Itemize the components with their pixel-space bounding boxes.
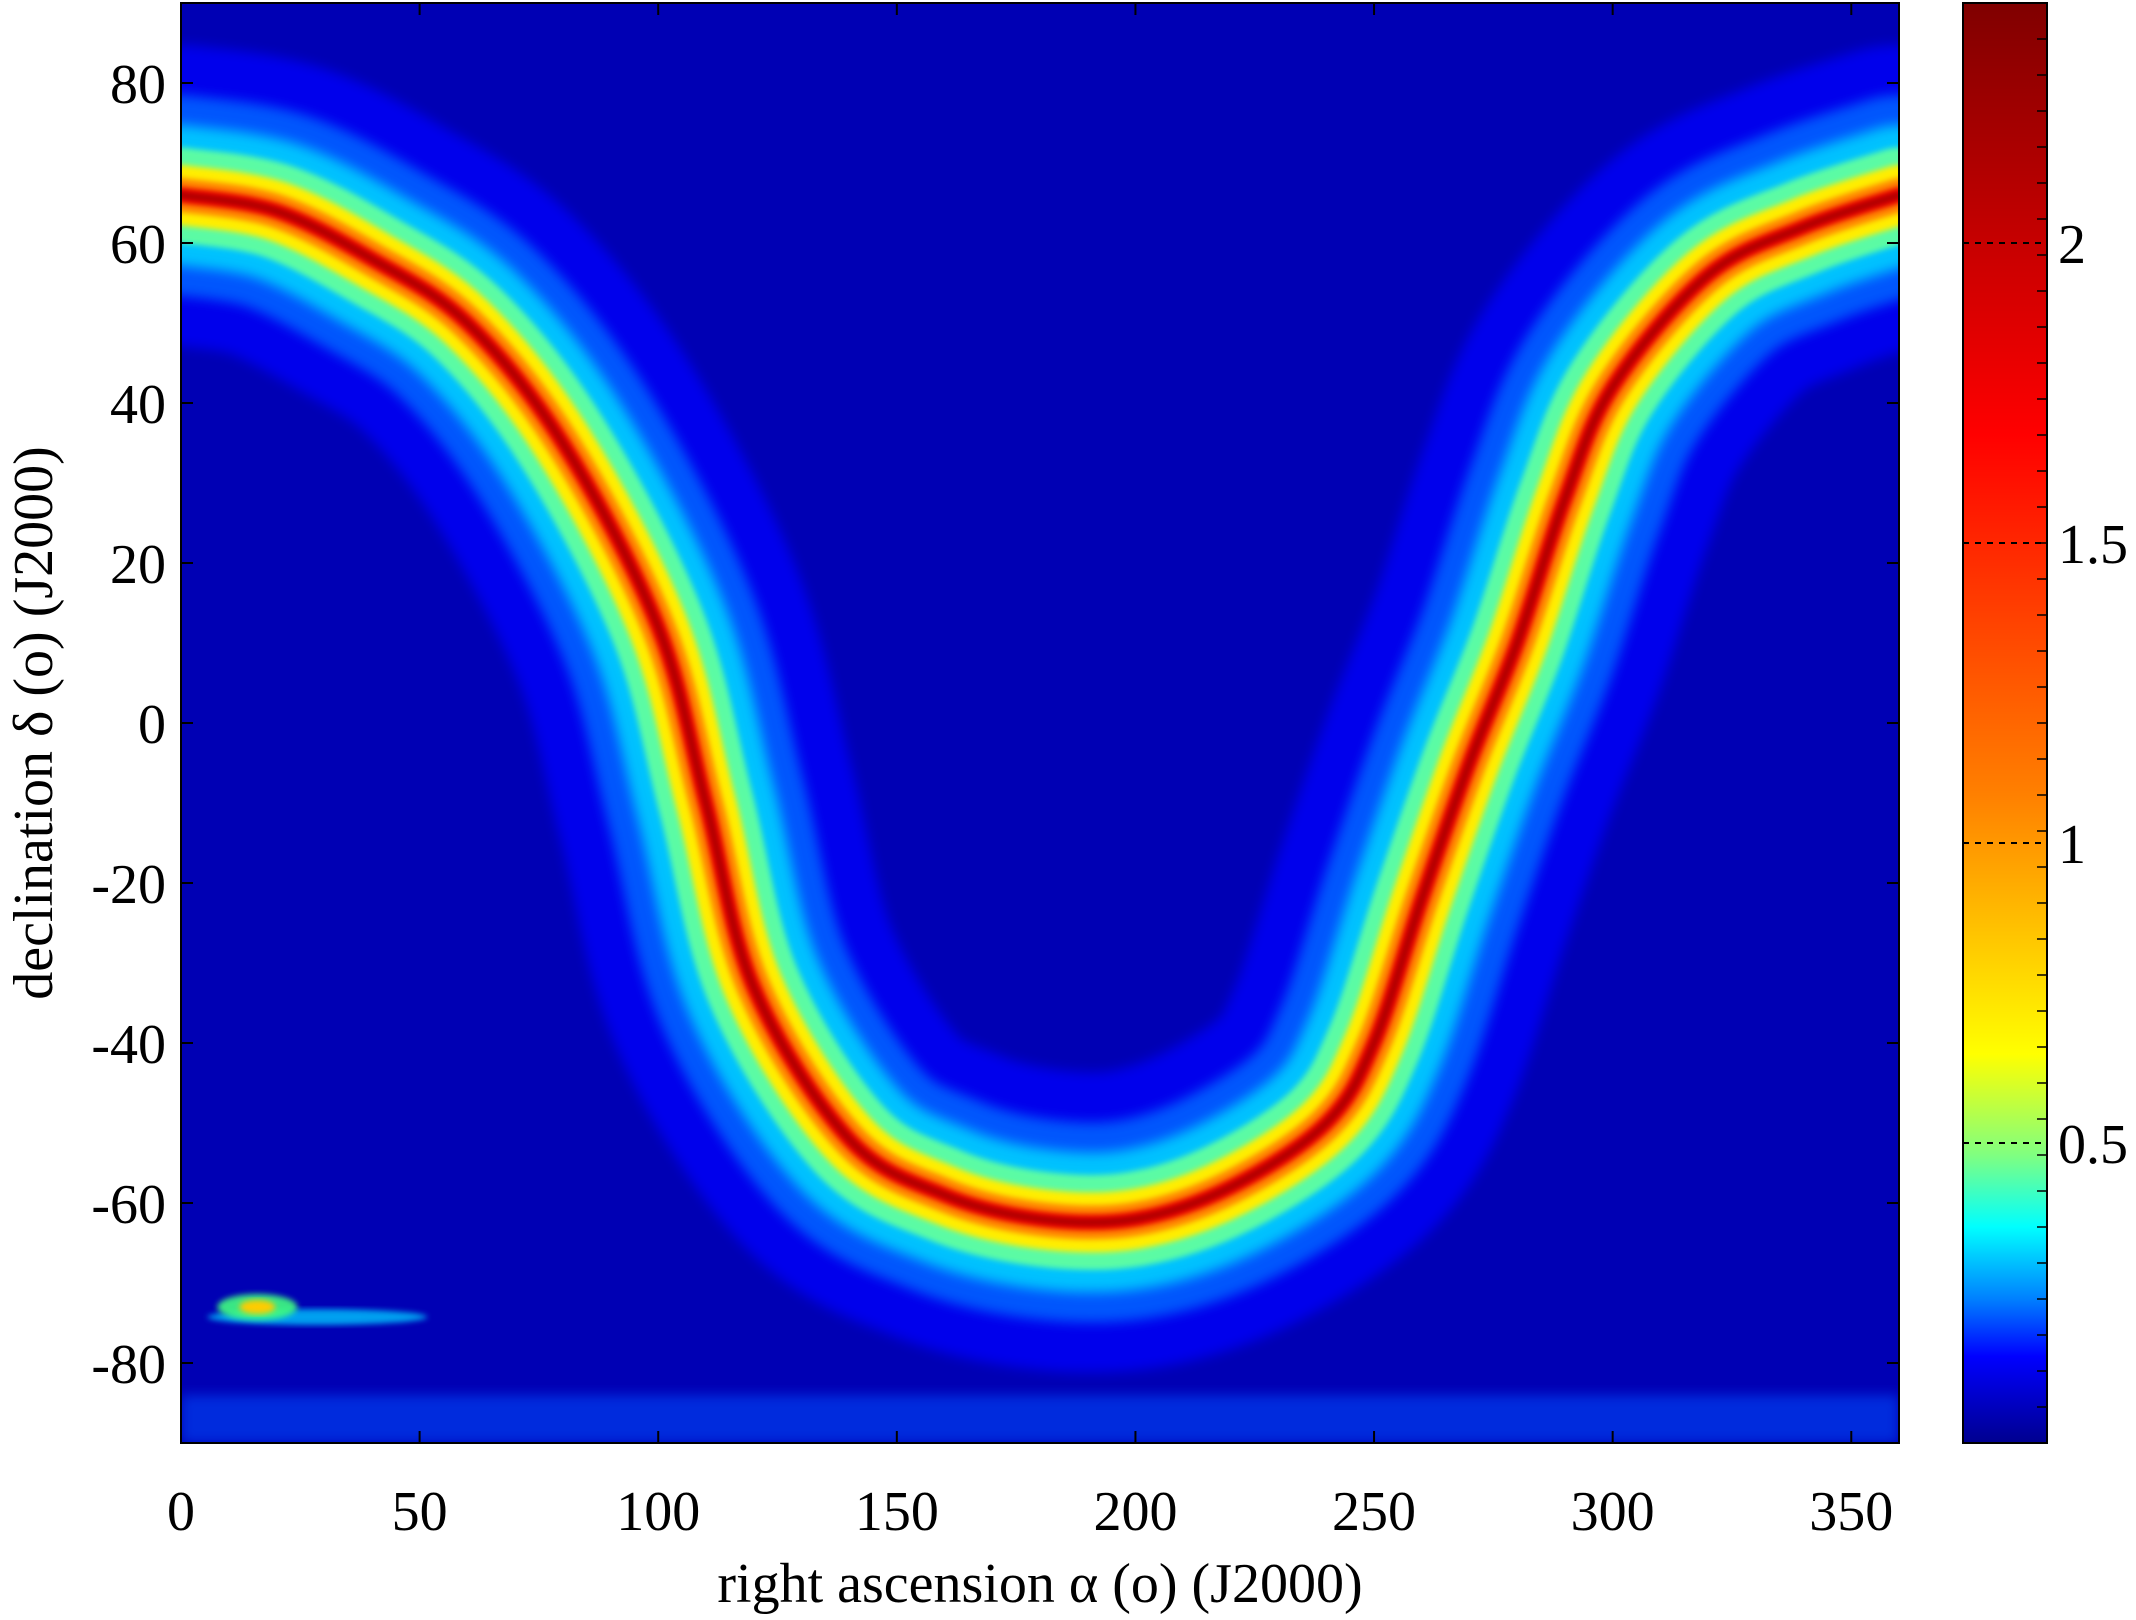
band-layer-core bbox=[181, 192, 1899, 1226]
x-tick-label: 50 bbox=[392, 1481, 448, 1543]
colorbar-tick-label: 1.5 bbox=[2058, 514, 2128, 576]
x-axis-ticks: 0 50 100 150 200 250 300 350 bbox=[167, 3, 1893, 1543]
x-tick-label: 350 bbox=[1809, 1481, 1893, 1543]
y-tick-label: -20 bbox=[91, 854, 166, 916]
colorbar-ticks: 0.5 1 1.5 2 bbox=[1963, 38, 2128, 1408]
x-tick-label: 100 bbox=[616, 1481, 700, 1543]
y-axis-label: declination δ (o) (J2000) bbox=[3, 446, 65, 1000]
x-axis-label: right ascension α (o) (J2000) bbox=[717, 1553, 1362, 1615]
y-tick-label: 60 bbox=[110, 214, 166, 276]
x-tick-label: 0 bbox=[167, 1481, 195, 1543]
colorbar-tick-label: 1 bbox=[2058, 814, 2086, 876]
y-tick-label: -40 bbox=[91, 1014, 166, 1076]
lmc-core bbox=[239, 1300, 276, 1314]
colorbar-tick-label: 2 bbox=[2058, 214, 2086, 276]
y-tick-label: -60 bbox=[91, 1174, 166, 1236]
y-tick-label: 40 bbox=[110, 374, 166, 436]
colorbar-tick-label: 0.5 bbox=[2058, 1114, 2128, 1176]
y-tick-label: 20 bbox=[110, 534, 166, 596]
colorbar bbox=[1962, 2, 2048, 1444]
south-pole-haze bbox=[181, 1395, 1899, 1443]
y-tick-label: 0 bbox=[138, 694, 166, 756]
y-tick-label: 80 bbox=[110, 54, 166, 116]
x-tick-label: 300 bbox=[1571, 1481, 1655, 1543]
x-tick-label: 200 bbox=[1093, 1481, 1177, 1543]
magellanic-cloud-feature bbox=[207, 1294, 428, 1325]
x-tick-label: 250 bbox=[1332, 1481, 1416, 1543]
y-axis-ticks: -80 -60 -40 -20 0 20 40 60 80 bbox=[91, 54, 1899, 1396]
colorbar-gradient bbox=[1962, 2, 2048, 1444]
y-tick-label: -80 bbox=[91, 1334, 166, 1396]
x-tick-label: 150 bbox=[855, 1481, 939, 1543]
